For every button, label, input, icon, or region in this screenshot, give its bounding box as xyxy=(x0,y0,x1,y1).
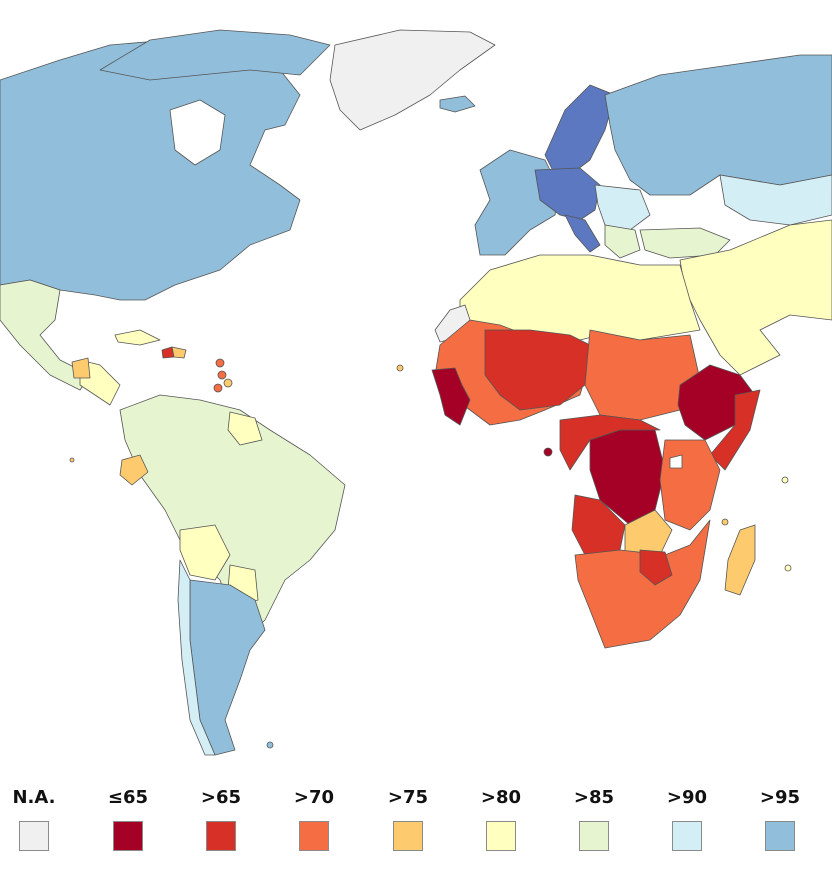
legend-item: >75 xyxy=(378,785,438,851)
region-greenland xyxy=(329,29,496,131)
region-central-europe xyxy=(534,167,601,221)
region-gulf-guinea-island xyxy=(543,447,553,457)
legend-item: >90 xyxy=(657,785,717,851)
legend-swatch xyxy=(579,821,609,851)
legend-swatch xyxy=(672,821,702,851)
legend-item: >80 xyxy=(471,785,531,851)
legend-label: N.A. xyxy=(12,787,56,808)
legend-swatch xyxy=(299,821,329,851)
region-lesser-antilles-4 xyxy=(223,378,233,388)
legend-swatch xyxy=(206,821,236,851)
region-lesser-antilles-1 xyxy=(215,358,225,368)
region-indian-ocean-island-1 xyxy=(781,476,789,484)
legend: N.A. ≤65 >65 >70 >75 >80 >85 >90 >95 xyxy=(0,785,832,880)
region-arctic-islands xyxy=(99,29,331,81)
legend-label: >95 xyxy=(759,787,801,808)
legend-swatch xyxy=(765,821,795,851)
region-russia xyxy=(604,54,832,196)
world-map xyxy=(0,29,832,756)
region-south-america-north xyxy=(119,394,346,636)
region-somalia xyxy=(709,389,761,471)
region-zambia xyxy=(624,509,673,556)
region-iceland xyxy=(439,95,476,113)
region-scandinavia xyxy=(544,84,616,176)
region-guatemala xyxy=(71,357,91,379)
legend-label: >65 xyxy=(200,787,242,808)
region-atlantic-island-1 xyxy=(396,364,404,372)
region-lake-victoria xyxy=(669,454,683,469)
region-eastern-europe xyxy=(594,184,651,231)
legend-label: >75 xyxy=(387,787,429,808)
legend-label: ≤65 xyxy=(107,787,149,808)
region-middle-east xyxy=(679,219,832,376)
region-comoros xyxy=(721,518,729,526)
legend-swatch xyxy=(113,821,143,851)
legend-item: >65 xyxy=(191,785,251,851)
legend-label: >80 xyxy=(480,787,522,808)
region-bolivia xyxy=(179,524,231,581)
region-italy xyxy=(564,214,601,253)
region-madagascar xyxy=(724,524,756,596)
region-east-africa xyxy=(659,439,721,531)
region-lesser-antilles-3 xyxy=(213,383,223,393)
legend-label: >90 xyxy=(666,787,708,808)
region-sahel xyxy=(484,329,591,411)
legend-label: >85 xyxy=(573,787,615,808)
region-indian-ocean-island-2 xyxy=(784,564,792,572)
region-zimbabwe xyxy=(639,549,673,586)
region-chile xyxy=(177,559,216,756)
region-central-asia xyxy=(719,174,832,226)
legend-swatch xyxy=(19,821,49,851)
region-senegal-guinea xyxy=(431,367,471,426)
region-guiana xyxy=(227,411,263,446)
legend-label: >70 xyxy=(293,787,335,808)
region-cuba xyxy=(114,329,161,346)
region-falklands xyxy=(266,741,274,749)
region-ecuador xyxy=(119,454,149,486)
legend-swatch xyxy=(393,821,423,851)
region-dominican-republic xyxy=(171,346,187,359)
region-hudson-bay xyxy=(169,99,226,166)
region-central-africa xyxy=(559,414,661,471)
legend-item: N.A. xyxy=(4,785,64,851)
region-pacific-island xyxy=(69,457,75,463)
region-central-america xyxy=(79,359,121,406)
legend-item: >70 xyxy=(284,785,344,851)
legend-item: >85 xyxy=(564,785,624,851)
legend-swatch xyxy=(486,821,516,851)
region-lesser-antilles-2 xyxy=(217,370,227,380)
legend-item: >95 xyxy=(750,785,810,851)
region-balkans xyxy=(604,224,641,259)
legend-item: ≤65 xyxy=(98,785,158,851)
